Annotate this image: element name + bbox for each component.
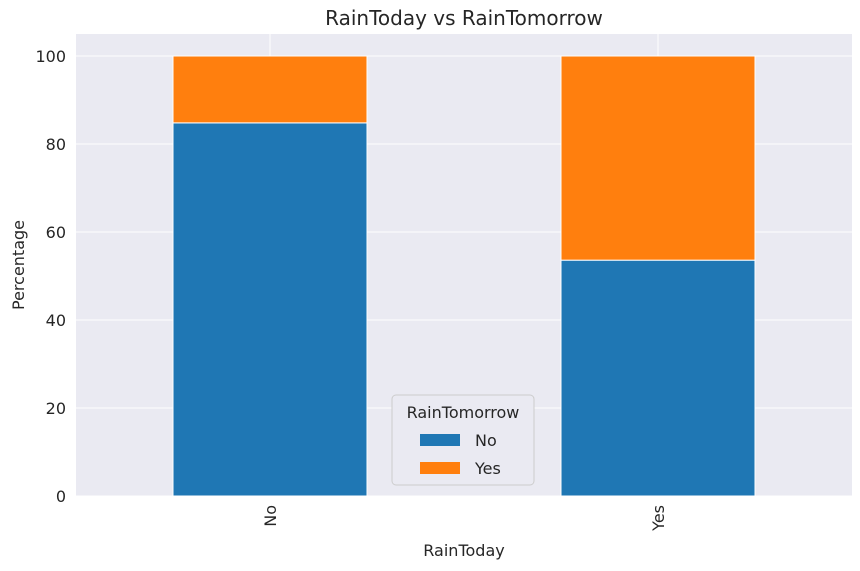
x-axis-label: RainToday: [423, 541, 504, 560]
legend-label-yes: Yes: [474, 459, 501, 478]
bar-yes-no: [560, 259, 756, 497]
bar-no-no: [172, 122, 368, 497]
y-tick-label: 60: [46, 223, 66, 242]
x-tick-label-no: No: [261, 505, 280, 527]
y-tick-label: 0: [56, 487, 66, 506]
bar-yes-yes: [560, 55, 756, 261]
legend-swatch-yes: [420, 462, 460, 474]
bar-no-yes: [172, 55, 368, 124]
y-tick-label: 40: [46, 311, 66, 330]
legend-title: RainTomorrow: [407, 403, 520, 422]
legend: RainTomorrow No Yes: [391, 394, 535, 486]
legend-swatch-no: [420, 434, 460, 446]
y-tick-label: 80: [46, 135, 66, 154]
x-ticks: No Yes: [261, 505, 668, 532]
y-ticks: 0 20 40 60 80 100: [35, 47, 66, 506]
x-tick-label-yes: Yes: [649, 505, 668, 532]
bars: [172, 55, 756, 497]
y-tick-label: 100: [35, 47, 66, 66]
chart-title: RainToday vs RainTomorrow: [325, 6, 603, 30]
y-tick-label: 20: [46, 399, 66, 418]
legend-label-no: No: [475, 431, 497, 450]
y-axis-label: Percentage: [9, 220, 28, 310]
